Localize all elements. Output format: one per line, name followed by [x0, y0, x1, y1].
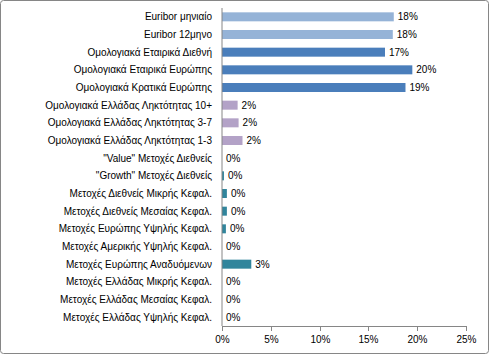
data-label: 17%: [389, 47, 409, 58]
data-label: 3%: [255, 259, 270, 270]
bars: [222, 12, 412, 268]
category-label: Euribor 12μηνο: [144, 29, 212, 40]
category-label: Μετοχές Ελλάδας Μεσαίας Κεφαλ.: [60, 294, 212, 305]
bar: [222, 65, 412, 74]
data-label: 0%: [228, 170, 243, 181]
tick-label: 20%: [407, 334, 427, 345]
category-label: Μετοχές Διεθνείς Μεσαίας Κεφαλ.: [64, 206, 212, 217]
tick-label: 5%: [264, 334, 279, 345]
tick-label: 15%: [358, 334, 378, 345]
category-label: Ομολογιακά Ελλάδας Ληκτότητας 1-3: [48, 135, 213, 146]
data-label: 2%: [246, 135, 261, 146]
tick-label: 10%: [310, 334, 330, 345]
tick: [466, 326, 467, 331]
category-label: Μετοχές Ελλάδας Μικρής Κεφαλ.: [66, 276, 212, 287]
data-label: 0%: [230, 223, 245, 234]
bar: [222, 189, 227, 198]
bar: [222, 207, 227, 216]
category-label: Ομολογιακά Κρατικά Ευρώπης: [76, 82, 212, 93]
bar: [222, 260, 251, 269]
bar: [222, 83, 405, 92]
bar: [222, 30, 393, 39]
category-label: "Growth" Μετοχές Διεθνείς: [96, 170, 212, 181]
data-label: 18%: [397, 29, 417, 40]
data-label: 0%: [226, 153, 241, 164]
tick: [320, 326, 321, 331]
tick: [271, 326, 272, 331]
category-label: Μετοχές Διεθνείς Μικρής Κεφαλ.: [70, 188, 212, 199]
bar: [222, 224, 226, 233]
data-label: 0%: [226, 312, 241, 323]
category-label: Μετοχές Ευρώπης Αναδυόμενων: [66, 259, 212, 270]
bar: [222, 136, 242, 145]
category-label: Ομολογιακά Εταιρικά Ευρώπης: [74, 64, 213, 75]
category-label: Ομολογιακά Εταιρικά Διεθνή: [87, 47, 212, 58]
tick-label: 25%: [456, 334, 476, 345]
data-label: 0%: [231, 188, 246, 199]
category-label: Μετοχές Ελλάδας Υψηλής Κεφαλ.: [63, 312, 212, 323]
tick-label: 0%: [215, 334, 230, 345]
tick: [368, 326, 369, 331]
category-label: "Value" Μετοχές Διεθνείς: [103, 153, 212, 164]
data-label: 0%: [231, 206, 246, 217]
category-label: Ομολογιακά Ελλάδας Ληκτότητας 3-7: [48, 117, 213, 128]
bar: [222, 12, 394, 21]
bar: [222, 101, 238, 110]
data-label: 2%: [242, 100, 257, 111]
category-label: Μετοχές Ευρώπης Υψηλής Κεφαλ.: [59, 223, 212, 234]
category-label: Ομολογιακά Ελλάδας Ληκτότητας 10+: [45, 100, 212, 111]
category-label: Μετοχές Αμερικής Υψηλής Κεφαλ.: [62, 241, 212, 252]
data-label: 18%: [398, 11, 418, 22]
chart: Euribor μηνιαίο 18% Euribor 12μηνο 18% Ομολο…: [0, 0, 489, 354]
chart-border: [1, 1, 489, 354]
value-axis: [222, 326, 466, 327]
data-label: 0%: [226, 241, 241, 252]
data-label: 19%: [409, 82, 429, 93]
tick: [222, 326, 223, 331]
tick: [417, 326, 418, 331]
data-label: 0%: [226, 276, 241, 287]
texts: Euribor μηνιαίο 18% Euribor 12μηνο 18% Ομολο…: [45, 11, 436, 322]
category-label: Euribor μηνιαίο: [145, 11, 213, 22]
data-label: 0%: [226, 294, 241, 305]
data-label: 20%: [416, 64, 436, 75]
data-label: 2%: [243, 117, 258, 128]
bar: [222, 48, 385, 57]
bar: [222, 118, 239, 127]
category-axis: [222, 8, 223, 326]
